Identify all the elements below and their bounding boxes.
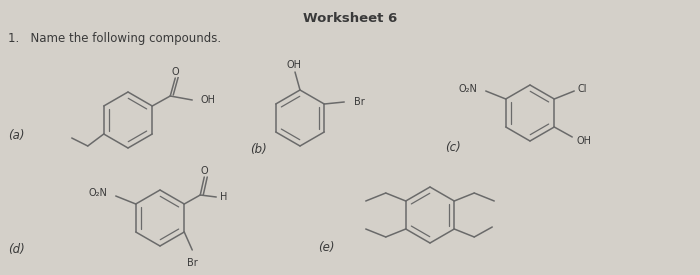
Text: (c): (c)	[445, 142, 461, 155]
Text: O: O	[200, 166, 208, 176]
Text: Worksheet 6: Worksheet 6	[303, 12, 397, 25]
Text: (e): (e)	[318, 241, 335, 254]
Text: (d): (d)	[8, 243, 25, 257]
Text: O₂N: O₂N	[89, 188, 108, 198]
Text: O₂N: O₂N	[459, 84, 478, 94]
Text: Br: Br	[187, 258, 197, 268]
Text: Cl: Cl	[578, 84, 587, 94]
Text: (a): (a)	[8, 128, 25, 142]
Text: H: H	[220, 192, 228, 202]
Text: O: O	[172, 67, 179, 77]
Text: 1.   Name the following compounds.: 1. Name the following compounds.	[8, 32, 221, 45]
Text: OH: OH	[200, 95, 215, 105]
Text: OH: OH	[576, 136, 592, 146]
Text: OH: OH	[286, 60, 302, 70]
Text: Br: Br	[354, 97, 365, 107]
Text: (b): (b)	[250, 144, 267, 156]
